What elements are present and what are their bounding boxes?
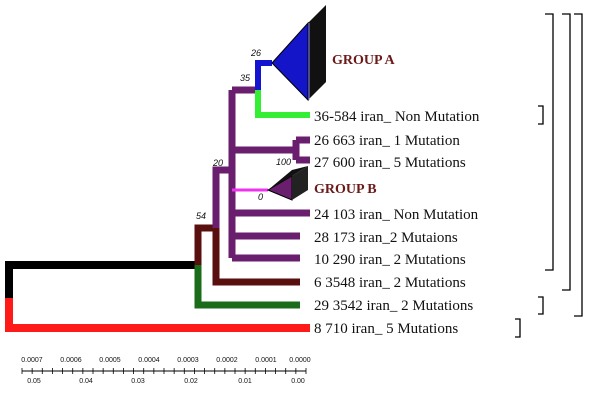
collapsed-clade-group-b xyxy=(266,166,308,201)
branch-black xyxy=(5,261,198,298)
scale-top-tick-label: 0.0003 xyxy=(177,357,199,364)
branch-purple-clade xyxy=(212,86,310,262)
bootstrap-value: 54 xyxy=(196,211,206,221)
scale-top-tick-label: 0.0006 xyxy=(60,357,82,364)
branch-blue xyxy=(255,60,272,90)
group-b-label: GROUP B xyxy=(314,182,377,197)
branch-node-54 xyxy=(194,224,300,309)
branch-lime xyxy=(255,90,310,118)
scale-ticks xyxy=(21,368,307,374)
leaf-label: 8 710 iran_ 5 Mutations xyxy=(314,321,458,337)
branch-node-20 xyxy=(212,166,232,228)
leaf-label: 29 3542 iran_ 2 Mutations xyxy=(314,298,473,314)
bracket xyxy=(562,13,571,291)
scale-top-tick-label: 0.0002 xyxy=(216,357,238,364)
bootstrap-value: 26 xyxy=(250,48,261,58)
scale-bottom-tick-label: 0.00 xyxy=(291,378,305,385)
leaf-label: 28 173 iran_2 Mutaions xyxy=(314,230,458,246)
scale-top-tick-label: 0.0001 xyxy=(255,357,277,364)
bootstrap-value: 100 xyxy=(276,157,291,167)
scale-bottom-tick-label: 0.02 xyxy=(184,378,198,385)
leaf-label: 24 103 iran_ Non Mutation xyxy=(314,207,479,223)
leaf-label: 26 663 iran_ 1 Mutation xyxy=(314,133,460,149)
bootstrap-value: 20 xyxy=(212,158,223,168)
scale-bottom-tick-label: 0.04 xyxy=(79,378,93,385)
scale-top-tick-label: 0.0007 xyxy=(21,357,43,364)
bootstrap-value: 35 xyxy=(240,73,251,83)
scale-top-tick-label: 0.0004 xyxy=(138,357,160,364)
branch-red xyxy=(5,298,310,332)
leaf-label: 27 600 iran_ 5 Mutations xyxy=(314,155,466,171)
branch-green xyxy=(194,265,300,309)
leaf-label: 10 290 iran_ 2 Mutations xyxy=(314,252,466,268)
distance-scale: 0.0007 0.0006 0.0005 0.0004 0.0003 0.000… xyxy=(21,357,311,385)
bracket xyxy=(545,13,554,271)
group-a-label: GROUP A xyxy=(332,53,396,68)
scale-bottom-tick-label: 0.03 xyxy=(131,378,145,385)
scale-bottom-tick-label: 0.05 xyxy=(27,378,41,385)
leaf-label: 6 3548 iran_ 2 Mutations xyxy=(314,275,466,291)
scale-bottom-tick-label: 0.01 xyxy=(238,378,252,385)
leaf-label: 36-584 iran_ Non Mutation xyxy=(314,109,480,125)
bracket xyxy=(538,105,544,125)
bracket xyxy=(574,13,583,317)
collapsed-clade-group-a xyxy=(271,5,326,102)
bootstrap-value: 0 xyxy=(258,192,263,202)
branch-root xyxy=(5,261,310,332)
scale-top-tick-label: 0.0000 xyxy=(289,357,311,364)
bracket xyxy=(515,318,521,338)
clade-brackets xyxy=(515,13,583,338)
bracket xyxy=(538,296,544,315)
scale-top-tick-label: 0.0005 xyxy=(99,357,121,364)
